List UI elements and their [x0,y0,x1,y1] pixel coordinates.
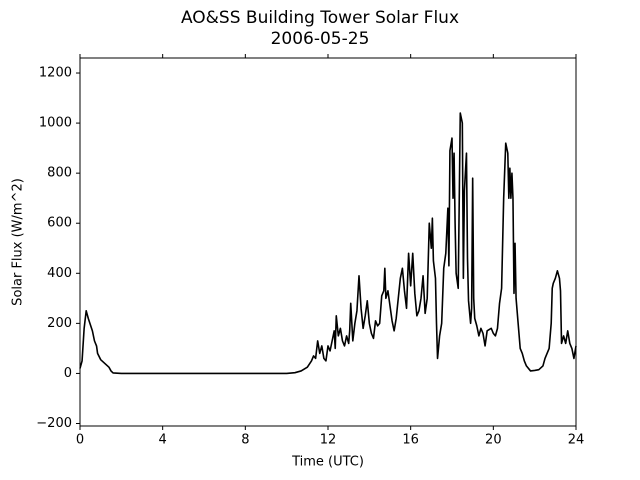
x-tick-label: 8 [241,433,249,448]
y-tick-label: 800 [47,166,72,181]
y-axis-label: Solar Flux (W/m^2) [11,178,26,306]
chart-subtitle: 2006-05-25 [271,29,370,49]
x-tick-label: 24 [568,433,585,448]
y-tick-label: 1000 [39,116,72,131]
chart-title: AO&SS Building Tower Solar Flux [181,8,459,28]
y-tick-label: 400 [47,266,72,281]
x-tick-label: 20 [485,433,502,448]
y-tick-label: 1200 [39,66,72,81]
x-tick-label: 12 [320,433,337,448]
y-tick-label: −200 [36,416,72,431]
plot-frame [79,57,577,427]
y-tick-label: 0 [64,366,72,381]
y-tick-label: 200 [47,316,72,331]
x-tick-label: 0 [76,433,84,448]
x-tick-label: 16 [402,433,419,448]
x-tick-label: 4 [159,433,167,448]
data-line [79,112,577,375]
x-axis-label: Time (UTC) [291,455,364,470]
y-tick-label: 600 [47,216,72,231]
